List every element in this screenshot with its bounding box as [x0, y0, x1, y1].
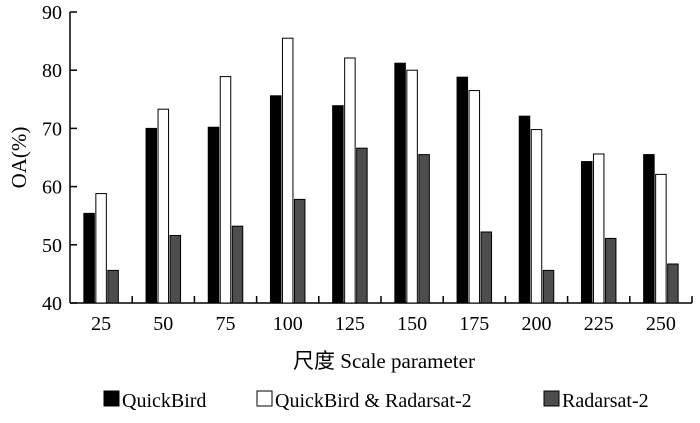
x-tick-label: 175: [459, 313, 489, 335]
bar: [406, 69, 418, 304]
bar: [281, 37, 294, 304]
bar: [344, 57, 356, 304]
legend-swatch: [543, 390, 560, 407]
legend-label: QuickBird & Radarsat-2: [275, 390, 472, 412]
axes: 40 50 60 70 80 90 25 50 75 100 125 150 175 200 225 250: [42, 2, 693, 335]
bar: [356, 147, 368, 304]
bar: [83, 212, 95, 304]
bar: [667, 263, 679, 304]
y-tick-label: 50: [42, 235, 62, 257]
y-tick-label: 70: [42, 118, 62, 140]
bar: [580, 161, 593, 304]
x-tick-label: 50: [153, 313, 173, 335]
bar: [231, 225, 244, 304]
bar: [95, 193, 107, 304]
legend-swatch: [256, 390, 273, 407]
bar: [530, 129, 543, 304]
bar: [169, 234, 182, 304]
bar: [655, 173, 667, 304]
bar: [456, 76, 469, 304]
legend: QuickBird QuickBird & Radarsat-2 Radarsat-…: [103, 390, 649, 412]
bar: [332, 105, 344, 304]
bar: [518, 115, 531, 304]
legend-swatch: [103, 390, 120, 407]
x-tick-label: 100: [273, 313, 303, 335]
y-axis-label: OA(%): [7, 127, 31, 189]
bar: [293, 198, 306, 304]
bar: [643, 154, 655, 304]
legend-label: QuickBird: [122, 390, 206, 412]
x-tick-label: 250: [646, 313, 676, 335]
x-tick-label: 150: [397, 313, 427, 335]
bar: [468, 90, 481, 304]
y-tick-label: 80: [42, 60, 62, 82]
y-tick-label: 60: [42, 177, 62, 199]
bar: [207, 126, 220, 304]
x-tick-label: 200: [522, 313, 552, 335]
bar: [145, 127, 158, 304]
bar: [542, 269, 555, 304]
bar: [107, 269, 119, 304]
bar: [604, 237, 617, 304]
bar: [394, 62, 406, 304]
bar: [418, 154, 430, 304]
y-tick-label: 90: [42, 2, 62, 24]
bar: [157, 108, 170, 304]
x-tick-label: 75: [216, 313, 236, 335]
x-tick-label: 125: [335, 313, 365, 335]
bar: [219, 76, 232, 304]
y-tick-label: 40: [42, 293, 62, 315]
bar: [480, 231, 493, 304]
x-tick-label: 225: [584, 313, 614, 335]
bar: [269, 95, 282, 304]
bar: [592, 153, 605, 304]
x-axis-label: 尺度 Scale parameter: [293, 349, 475, 373]
bars: [83, 37, 679, 304]
x-tick-label: 25: [91, 313, 111, 335]
legend-label: Radarsat-2: [562, 390, 649, 412]
